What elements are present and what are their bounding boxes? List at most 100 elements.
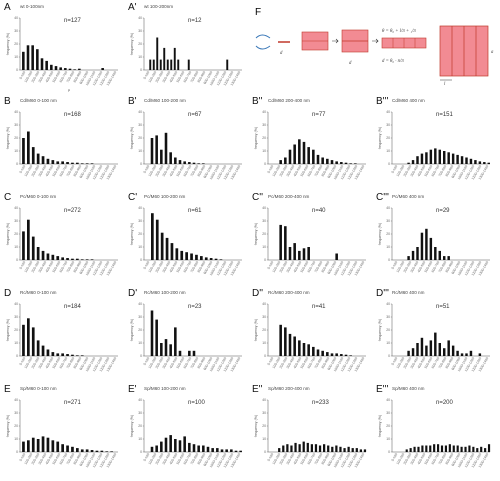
histogram-bar: [183, 436, 186, 452]
x-tick-label: 1000-1100: [333, 356, 345, 372]
x-tick-label: 600-700: [431, 452, 441, 465]
histogram-bar: [206, 446, 210, 452]
histogram-bar: [472, 446, 475, 452]
histogram-panel-b: B Cd/M60 0-100 nm 0 10 20 30 40 frequency (%) 0-…: [4, 96, 122, 188]
x-tick-label: 1300-1400: [354, 356, 366, 372]
histogram-bar: [438, 250, 441, 260]
x-tick-label: 1200-1300: [223, 164, 235, 180]
histogram-bar: [174, 327, 177, 356]
x-tick-label: 400-500: [45, 70, 55, 83]
x-tick-label: 1300-1400: [230, 70, 242, 86]
x-tick-label: 500-600: [424, 260, 434, 273]
histogram-bar: [155, 445, 158, 452]
x-tick-label: 500-600: [176, 452, 186, 465]
y-tick-label: 20: [262, 136, 266, 140]
histogram-bar: [80, 163, 84, 164]
x-tick-label: 700-800: [314, 452, 324, 465]
y-tick-label: 10: [14, 341, 18, 345]
x-tick-label: 100-200: [24, 70, 34, 83]
histogram-bar: [27, 318, 30, 356]
arrow-2-icon: [372, 38, 379, 44]
y-tick-label: 20: [14, 232, 18, 236]
histogram-bar: [26, 45, 30, 70]
x-tick-label: 1000-1100: [333, 452, 345, 468]
x-tick-label: 400-500: [45, 356, 55, 369]
histogram-bar: [451, 153, 455, 164]
membrane-curve: [255, 34, 271, 50]
x-tick-label: 800-900: [445, 164, 455, 177]
histogram-bar: [307, 344, 310, 356]
histogram-bar: [178, 160, 182, 164]
histogram-bar: [202, 445, 205, 452]
x-tick-label: 300-400: [286, 356, 296, 369]
x-tick-label: 300-400: [162, 260, 172, 273]
histogram-bar: [298, 250, 301, 260]
histogram-bar: [27, 219, 30, 260]
x-tick-label: 1100-1200: [92, 70, 104, 86]
y-tick-label: 0: [388, 450, 390, 454]
histogram-bar: [326, 352, 329, 356]
histogram-bar: [170, 59, 173, 70]
y-tick-label: 30: [138, 411, 142, 415]
x-tick-label: 1300-1400: [478, 452, 490, 468]
histogram-bar: [290, 445, 293, 452]
y-tick-label: 40: [138, 398, 142, 402]
sample-size-label: n=77: [312, 112, 326, 118]
y-tick-label: 10: [262, 245, 266, 249]
histogram-bar: [434, 148, 437, 164]
histogram-bar: [433, 444, 436, 452]
x-tick-label: 1000-1100: [85, 164, 97, 180]
x-tick-label: 1000-1100: [85, 260, 97, 276]
y-tick-label: 0: [140, 450, 142, 454]
x-tick-label: 1300-1400: [478, 164, 490, 180]
histogram-svg: 0 10 20 30 40 frequency (%) 0-100100-200200-30…: [254, 206, 366, 277]
histogram-panel-c2: C'' Pc/M60 200-400 nm 0 10 20 30 40 frequency (…: [252, 192, 370, 284]
histogram-panel-d1: D' Rc/M60 100-200 nm 0 10 20 30 40 frequency (%…: [128, 288, 246, 380]
histogram-bar: [284, 157, 287, 164]
histogram-bar: [307, 147, 310, 164]
y-tick-label: 0: [388, 162, 390, 166]
x-tick-label: 0-100: [391, 356, 399, 366]
histogram-bar: [156, 37, 159, 70]
x-tick-label: 600-700: [59, 356, 69, 369]
histogram-bar: [90, 259, 94, 260]
y-tick-label: 30: [138, 123, 142, 127]
x-tick-label: 900-1000: [203, 260, 214, 275]
x-tick-label: 1200-1300: [99, 452, 111, 468]
y-tick-label: 0: [140, 68, 142, 72]
panel-label: B''': [376, 96, 389, 107]
histogram-bar: [160, 441, 163, 452]
histogram-bar: [185, 252, 188, 260]
histogram-bar: [416, 247, 419, 260]
histogram-bar: [413, 446, 416, 452]
histogram-bar: [41, 436, 45, 452]
x-tick-label: 700-800: [438, 164, 448, 177]
histogram-bar: [230, 449, 233, 452]
histogram-bar: [46, 253, 50, 260]
histogram-bar: [150, 138, 154, 164]
histogram-bar: [411, 160, 415, 164]
x-tick-label: 500-600: [424, 356, 434, 369]
x-tick-label: 400-500: [45, 260, 55, 273]
x-tick-label: 1000-1100: [333, 164, 345, 180]
x-tick-label: 100-200: [396, 164, 406, 177]
histogram-bar: [100, 450, 104, 452]
x-tick-label: 1100-1200: [340, 452, 352, 468]
y-axis-label: frequency (%): [6, 223, 10, 245]
histogram-panel-d3: D''' Rc/M60 400 nm 0 10 20 30 40 frequency (%) 0…: [376, 288, 494, 380]
histogram-bar: [443, 348, 446, 356]
histogram-bar: [80, 259, 84, 260]
symbol-l: l: [444, 82, 446, 86]
histogram-bar: [41, 156, 45, 164]
x-tick-label: 300-400: [162, 356, 172, 369]
x-tick-label: 300-400: [410, 356, 420, 369]
panel-label: E: [4, 384, 11, 395]
histogram-bar: [66, 445, 69, 452]
histogram-bar: [216, 448, 219, 452]
histogram-bar: [169, 152, 172, 164]
x-tick-label: 300-400: [286, 452, 296, 465]
x-tick-label: 900-1000: [79, 452, 90, 467]
x-tick-label: 0-100: [143, 164, 151, 174]
histogram-bar: [190, 253, 193, 260]
x-tick-label: 400-500: [169, 356, 179, 369]
